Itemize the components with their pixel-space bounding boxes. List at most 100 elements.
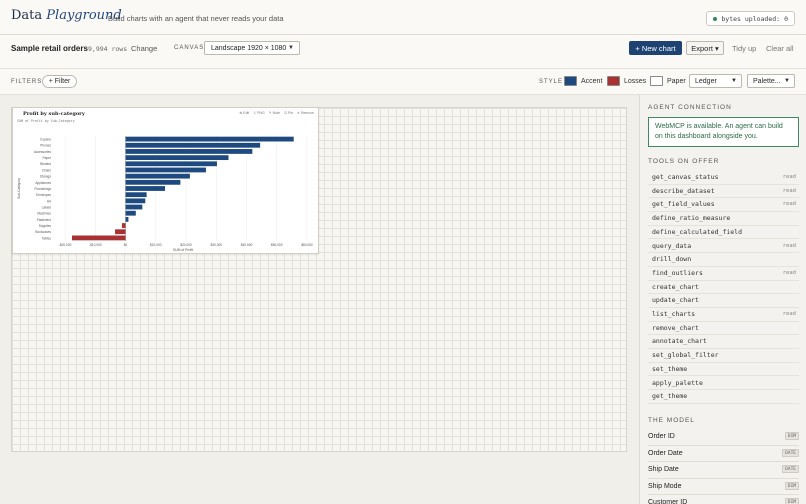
tool-read-tag: read xyxy=(782,201,796,208)
x-tick-label: -$10,000 xyxy=(89,243,102,247)
palette-select[interactable]: Palette... ▼ xyxy=(747,74,795,88)
bar xyxy=(125,179,181,185)
tool-item[interactable]: get_field_values read xyxy=(648,198,799,213)
tool-name: query_data xyxy=(652,241,692,250)
theme-select[interactable]: Ledger ▼ xyxy=(689,74,742,88)
agent-connection-title: AGENT CONNECTION xyxy=(648,104,732,111)
bar xyxy=(125,186,166,191)
bar xyxy=(125,149,253,154)
theme-value: Ledger xyxy=(695,77,717,85)
chevron-down-icon: ▼ xyxy=(784,78,790,84)
category-label: Tables xyxy=(42,236,52,240)
tool-item[interactable]: find_outliers read xyxy=(648,267,799,281)
category-label: Storage xyxy=(40,175,51,179)
tool-read-tag: read xyxy=(782,174,796,180)
tool-name: annotate_chart xyxy=(652,337,707,346)
field-type-badge: DIM xyxy=(784,481,799,490)
bar xyxy=(125,173,190,179)
app-logo[interactable]: Data Playground xyxy=(11,8,122,23)
field-type-badge: DIM xyxy=(784,432,799,440)
x-tick-label: $20,000 xyxy=(180,243,192,247)
losses-color-swatch[interactable] xyxy=(607,76,620,86)
tool-item[interactable]: update_chart xyxy=(648,294,799,308)
chevron-down-icon: ▼ xyxy=(288,45,294,51)
model-field[interactable]: Order ID DIM xyxy=(648,429,799,446)
add-filter-button[interactable]: + Filter xyxy=(42,75,77,88)
tool-item[interactable]: set_theme xyxy=(648,363,799,377)
category-label: Furnishings xyxy=(35,187,52,191)
tool-name: create_chart xyxy=(652,282,699,291)
model-field[interactable]: Ship Date DATE xyxy=(648,462,799,479)
app-tagline: Build charts with an agent that never re… xyxy=(108,14,284,23)
category-label: Bookcases xyxy=(35,230,51,234)
paper-color-swatch[interactable] xyxy=(650,76,663,86)
canvas-size-select[interactable]: Landscape 1920 × 1080 ▼ xyxy=(204,41,300,55)
bytes-uploaded-badge: bytes uploaded: 0 xyxy=(706,11,795,26)
tool-name: define_calculated_field xyxy=(652,227,743,236)
top-bar: Data Playground Build charts with an age… xyxy=(0,0,806,35)
category-label: Supplies xyxy=(39,224,52,228)
accent-color-swatch[interactable] xyxy=(564,76,577,86)
webmcp-status: WebMCP is available. An agent can build … xyxy=(648,117,799,147)
new-chart-button[interactable]: + New chart xyxy=(629,41,682,55)
tool-name: find_outliers xyxy=(652,268,703,277)
tool-read-tag: read xyxy=(782,187,796,194)
x-tick-label: $40,000 xyxy=(241,243,253,247)
bar xyxy=(125,136,294,142)
tool-item[interactable]: annotate_chart xyxy=(648,335,799,350)
chart-card[interactable]: Profit by sub-category SUM of Profit by … xyxy=(12,107,319,254)
model-field[interactable]: Ship Mode DIM xyxy=(648,479,799,495)
export-button[interactable]: Export ▾ xyxy=(686,41,724,55)
tool-item[interactable]: define_ratio_measure xyxy=(648,212,799,226)
losses-label: Losses xyxy=(624,78,647,85)
edit-chart-button[interactable]: ⊕ Edit xyxy=(239,111,250,115)
clear-all-button[interactable]: Clear all xyxy=(766,44,794,53)
tool-name: get_canvas_status xyxy=(652,173,719,181)
tool-item[interactable]: set_global_filter xyxy=(648,349,799,363)
x-tick-label: $30,000 xyxy=(210,243,222,247)
chevron-down-icon: ▼ xyxy=(731,78,737,84)
paper-label: Paper xyxy=(667,78,686,85)
tool-read-tag: read xyxy=(782,269,796,276)
bytes-value: 0 xyxy=(784,14,788,23)
x-tick-label: -$20,000 xyxy=(59,243,72,247)
remove-chart-button[interactable]: ✕ Remove xyxy=(297,111,314,115)
model-field[interactable]: Order Date DATE xyxy=(648,446,799,462)
tool-name: set_theme xyxy=(652,364,688,373)
tool-item[interactable]: get_canvas_status read xyxy=(648,171,799,185)
tool-item[interactable]: remove_chart xyxy=(648,322,799,336)
tool-item[interactable]: list_charts read xyxy=(648,308,799,322)
canvas-size-value: Landscape 1920 × 1080 xyxy=(211,44,287,52)
tool-item[interactable]: apply_palette xyxy=(648,377,799,391)
tool-item[interactable]: define_calculated_field xyxy=(648,226,799,240)
field-name: Order ID xyxy=(648,433,675,440)
png-export-button[interactable]: ⇩ PNG xyxy=(253,111,265,115)
bar xyxy=(125,216,129,222)
pin-button[interactable]: ⊡ Pin xyxy=(284,111,294,115)
x-tick-label: $60,000 xyxy=(301,243,313,247)
bar xyxy=(125,142,261,148)
note-button[interactable]: ✎ Note xyxy=(268,111,281,115)
tool-name: get_theme xyxy=(652,392,688,401)
model-field[interactable]: Customer ID DIM xyxy=(648,495,799,504)
tool-item[interactable]: get_theme xyxy=(648,390,799,404)
tool-item[interactable]: drill_down xyxy=(648,253,799,267)
tool-item[interactable]: query_data read xyxy=(648,240,799,254)
status-dot-icon xyxy=(713,16,718,21)
tool-item[interactable]: describe_dataset read xyxy=(648,185,799,199)
change-dataset-link[interactable]: Change xyxy=(131,44,158,53)
tidy-up-button[interactable]: Tidy up xyxy=(732,44,757,53)
bar-chart: Copiers Phones Accessories Paper Binders Chai… xyxy=(17,136,313,252)
model-title: THE MODEL xyxy=(648,417,695,424)
tool-item[interactable]: create_chart xyxy=(648,281,799,295)
category-label: Accessories xyxy=(34,150,52,154)
tool-name: get_field_values xyxy=(652,200,715,209)
tool-name: apply_palette xyxy=(652,378,703,387)
chart-subtitle: SUM of Profit by Sub-Category xyxy=(17,119,75,123)
dataset-name: Sample retail orders xyxy=(11,44,88,53)
tool-name: describe_dataset xyxy=(652,186,715,195)
x-tick-label: $0 xyxy=(124,243,128,247)
agent-panel: AGENT CONNECTION WebMCP is available. An… xyxy=(639,95,806,504)
category-label: Fasteners xyxy=(37,218,52,222)
bar xyxy=(125,167,206,173)
